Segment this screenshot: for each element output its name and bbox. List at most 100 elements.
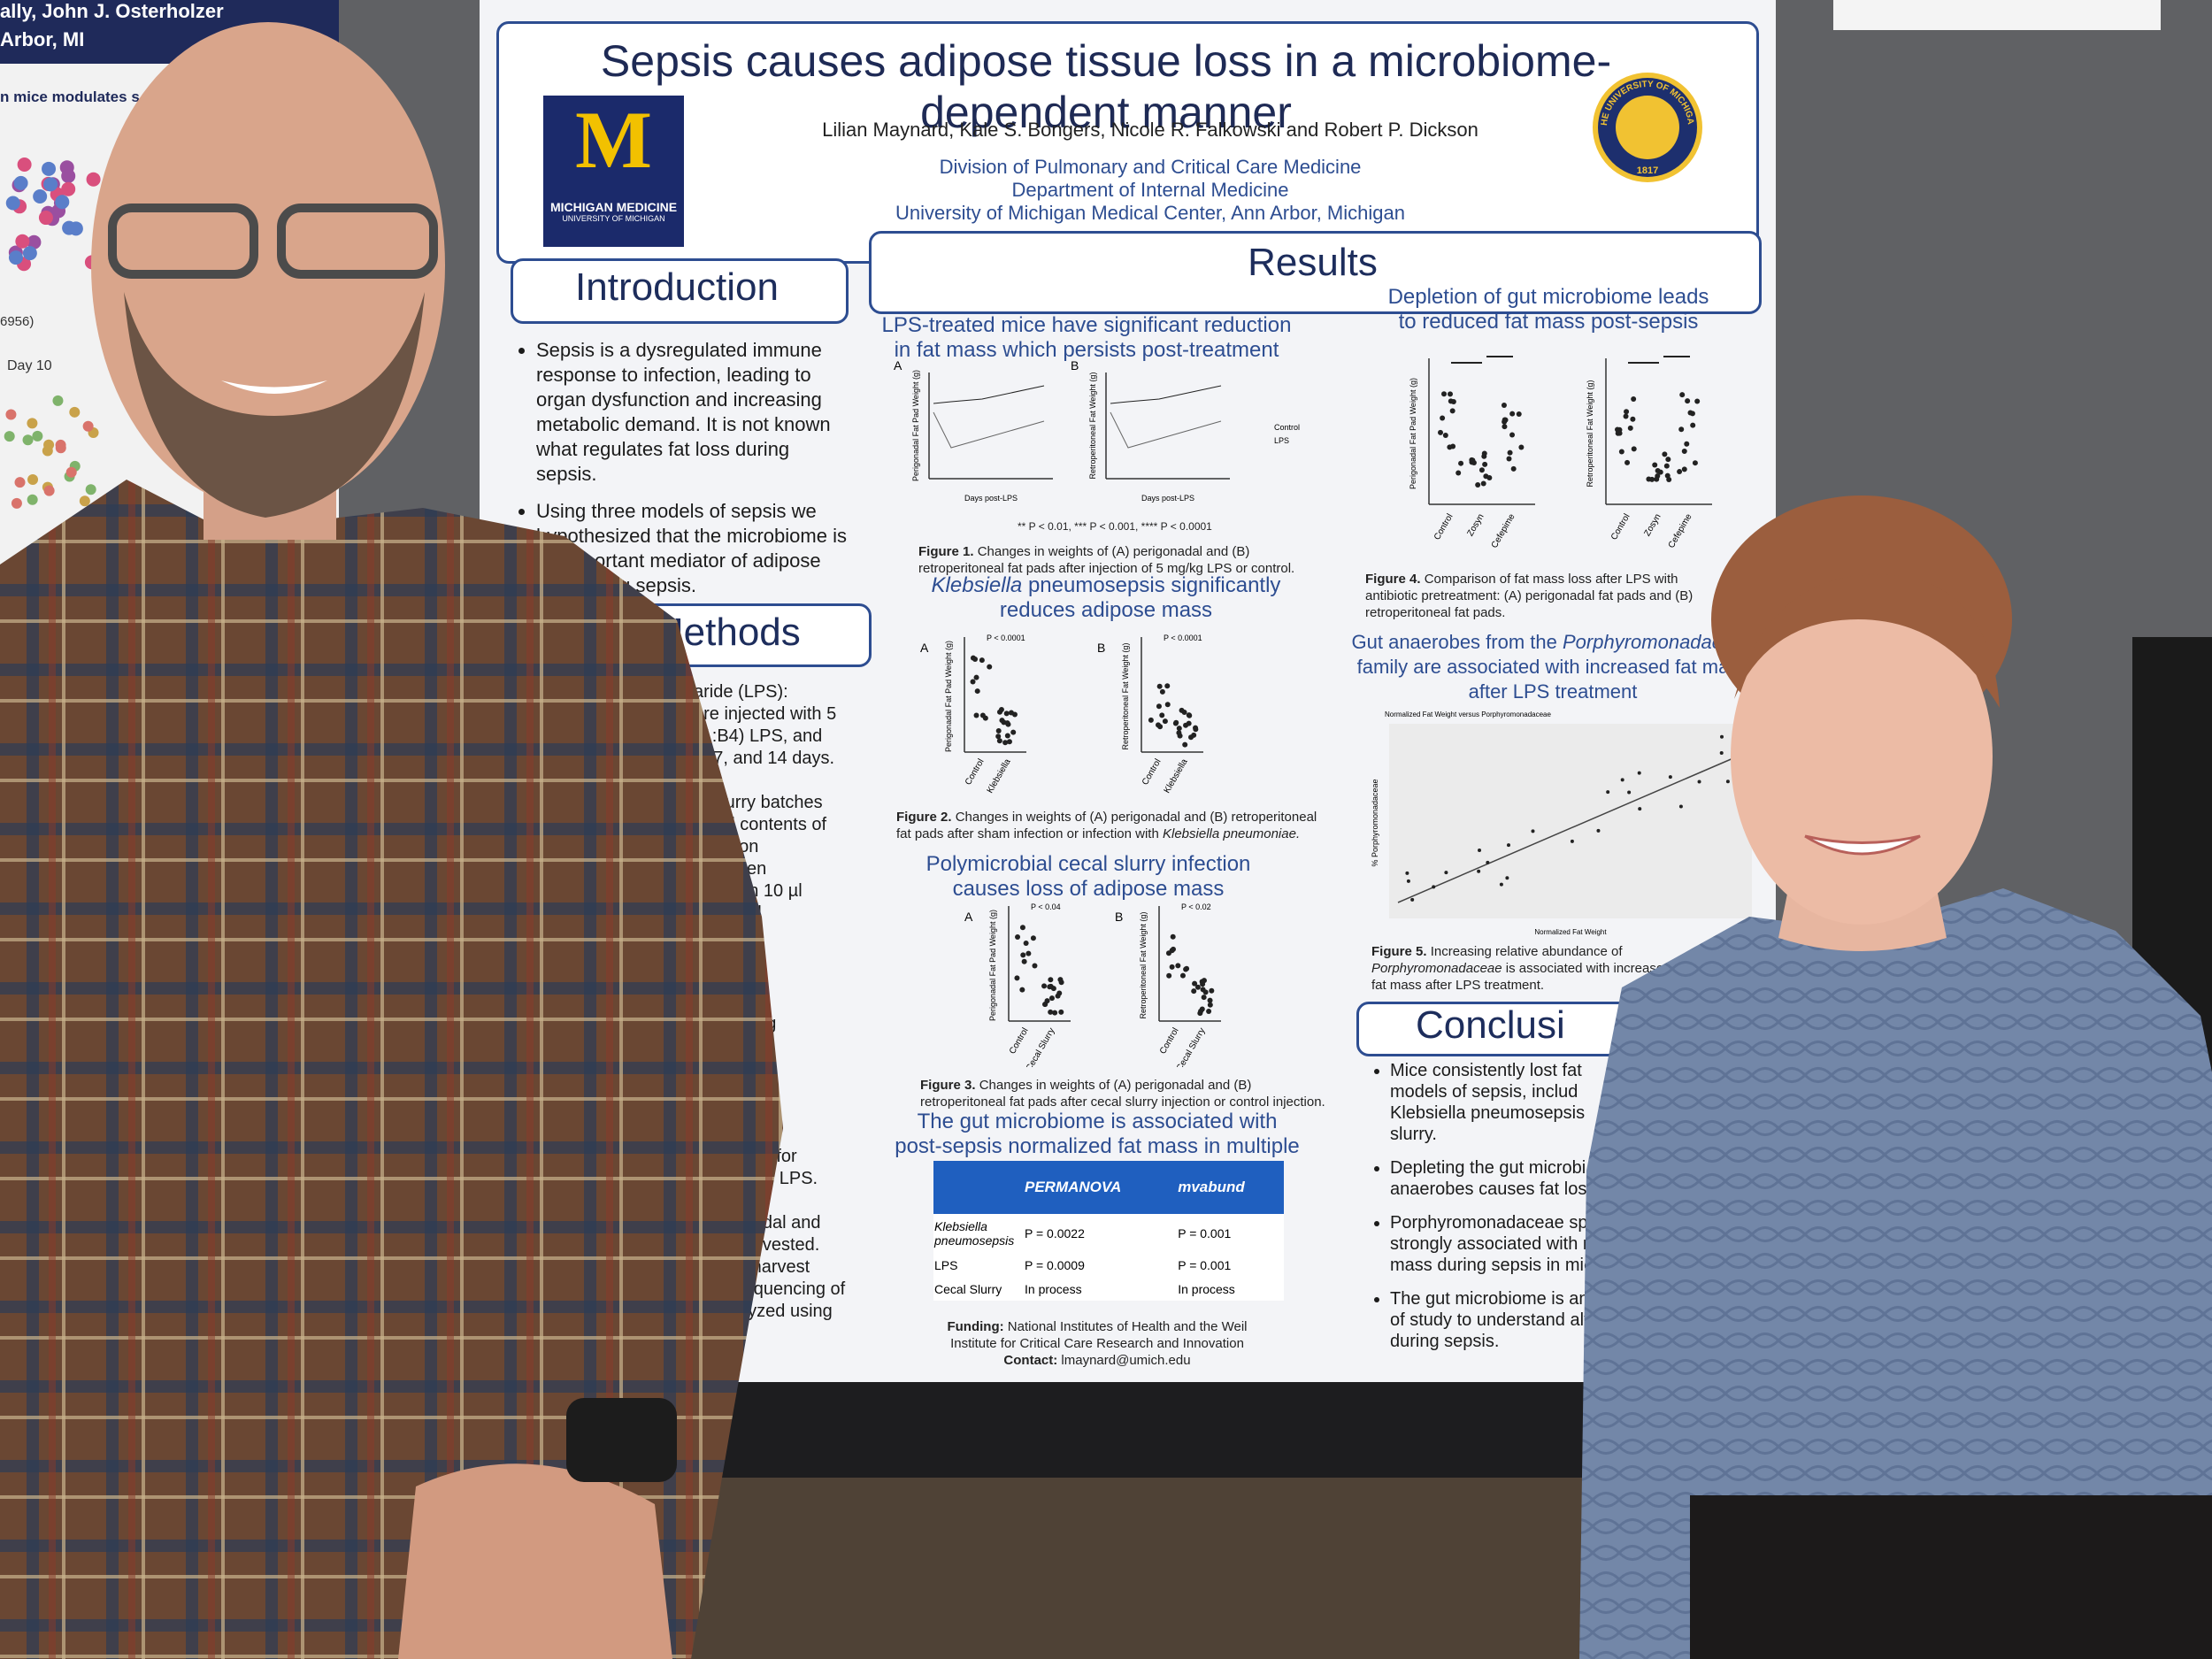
dot <box>43 485 55 496</box>
caption-label: Figure 1. <box>918 544 974 559</box>
dot <box>1191 732 1197 738</box>
dot <box>1657 469 1663 475</box>
dot <box>65 466 77 478</box>
dot <box>1458 460 1464 466</box>
dot <box>1171 946 1177 952</box>
watch <box>566 1398 677 1482</box>
dot <box>1449 408 1455 414</box>
dot <box>8 250 23 265</box>
table-cell: LPS <box>934 1258 958 1272</box>
dot <box>1191 988 1197 995</box>
left-poster-day: Day 10 <box>7 358 52 373</box>
dot <box>1531 829 1535 833</box>
table-cell: Cecal Slurry <box>934 1282 1002 1296</box>
logo-line1: MICHIGAN MEDICINE <box>549 200 678 214</box>
caption-text: Changes in weights of (A) perigonadal an… <box>918 544 1295 576</box>
dot <box>1470 457 1476 464</box>
woman-pants <box>1690 1495 2212 1659</box>
dot <box>979 712 986 718</box>
dot <box>1021 958 1027 964</box>
dot <box>42 161 57 176</box>
funding-label: Funding: <box>947 1319 1004 1334</box>
dot <box>1652 462 1658 468</box>
dot <box>1480 480 1486 487</box>
poster-stand <box>681 1380 1584 1478</box>
dot <box>52 395 64 406</box>
plot-title: Normalized Fat Weight versus Porphyromon… <box>1385 710 1551 718</box>
dot <box>1506 456 1512 462</box>
dot <box>1052 1010 1058 1016</box>
dot <box>1478 848 1482 852</box>
caption-label: Figure 5. <box>1371 944 1427 959</box>
caption-text: Increasing relative abundance of <box>1430 944 1623 959</box>
heading-text: Gut anaerobes from the <box>1351 631 1557 653</box>
table-cell: P = 0.0022 <box>1025 1226 1085 1240</box>
affiliation: Division of Pulmonary and Critical Care … <box>939 156 1362 178</box>
dot <box>22 434 34 446</box>
dot <box>1206 1008 1212 1014</box>
dot <box>82 420 94 432</box>
dot <box>1169 964 1175 970</box>
dot <box>1176 726 1182 732</box>
figure-3: A Perigonadal Fat Pad Weight (g)P < 0.04C… <box>964 902 1221 1067</box>
dot <box>1008 710 1014 716</box>
dot <box>1199 1006 1205 1012</box>
dot <box>1166 972 1172 979</box>
dot <box>1041 983 1048 989</box>
dot <box>996 738 1002 744</box>
dot <box>1631 396 1637 403</box>
caption-italic: Porphyromonadaceae <box>1371 961 1502 976</box>
dot <box>1596 828 1601 833</box>
glasses-right <box>277 204 438 279</box>
dot <box>38 211 53 226</box>
caption-italic: Klebsiella pneumoniae. <box>1163 826 1301 841</box>
dot <box>1172 720 1179 726</box>
figure-1: A Perigonadal Fat Pad Weight (g) Days post… <box>894 359 1300 503</box>
results-heading: Results <box>1248 241 1378 284</box>
panel-label: B <box>1071 359 1079 373</box>
x-axis-label: Normalized Fat Weight <box>1534 928 1607 936</box>
dot <box>1681 466 1687 472</box>
legend-label: Control <box>1274 423 1300 432</box>
contact-text: lmaynard@umich.edu <box>1061 1353 1191 1368</box>
dot <box>1193 725 1199 731</box>
dot <box>1697 780 1701 784</box>
dot <box>1684 441 1690 447</box>
dot <box>1649 476 1655 482</box>
dot <box>987 664 993 670</box>
dot <box>999 718 1005 724</box>
dot <box>1187 712 1193 718</box>
x-axis-label: Days post-LPS <box>1141 494 1194 503</box>
caption-text: Changes in weights of (A) perigonadal an… <box>920 1078 1325 1110</box>
left-poster-authors: ally, John J. Osterholzer <box>0 0 224 22</box>
dot <box>1668 775 1672 780</box>
dot <box>1664 472 1671 479</box>
dot <box>5 409 17 420</box>
dot <box>970 655 976 661</box>
dot <box>1019 925 1025 931</box>
dot <box>1197 1010 1203 1017</box>
caption-text: Changes in weights of (A) perigonadal an… <box>896 810 1317 841</box>
dot <box>1002 740 1009 746</box>
y-axis-label: Perigonadal Fat Pad Weight (g) <box>911 370 920 481</box>
intro-text: Sepsis is a dysregulated immune response… <box>513 338 849 611</box>
table-cell: P = 0.001 <box>1178 1258 1232 1272</box>
dot <box>1159 712 1165 718</box>
dot <box>85 484 96 495</box>
dot <box>1014 975 1020 981</box>
dot <box>1019 987 1025 993</box>
dot <box>1685 398 1691 404</box>
dot <box>1020 952 1026 958</box>
dot <box>69 406 81 418</box>
dot <box>1441 391 1448 397</box>
section-heading: LPS-treated mice have significant reduct… <box>881 313 1292 362</box>
results-table: PERMANOVA mvabund Klebsiella pneumosepsi… <box>933 1161 1284 1301</box>
dot <box>15 234 30 249</box>
dot <box>1057 977 1064 983</box>
panel-label: A <box>920 641 929 655</box>
dot <box>1450 398 1456 404</box>
man-beard <box>124 292 425 518</box>
dot <box>1479 467 1485 473</box>
figure-5: Normalized Fat Weight versus Porphyromon… <box>1371 710 1752 936</box>
dot <box>11 497 22 509</box>
